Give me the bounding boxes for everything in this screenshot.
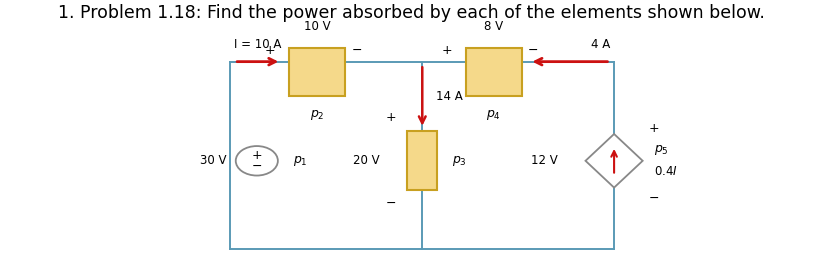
FancyBboxPatch shape: [289, 48, 345, 96]
Text: −: −: [252, 160, 262, 173]
FancyBboxPatch shape: [465, 48, 522, 96]
Text: $p_3$: $p_3$: [452, 154, 467, 168]
Text: +: +: [441, 44, 452, 57]
Text: 8 V: 8 V: [484, 20, 503, 33]
Polygon shape: [585, 134, 643, 188]
Text: 12 V: 12 V: [531, 154, 557, 167]
Text: 0.4$I$: 0.4$I$: [654, 165, 678, 178]
Text: 10 V: 10 V: [303, 20, 330, 33]
Text: +: +: [386, 111, 396, 124]
Text: −: −: [386, 197, 396, 210]
Text: $p_1$: $p_1$: [293, 154, 307, 168]
Text: 1. Problem 1.18: Find the power absorbed by each of the elements shown below.: 1. Problem 1.18: Find the power absorbed…: [58, 4, 764, 22]
Text: 14 A: 14 A: [436, 90, 463, 103]
FancyBboxPatch shape: [407, 131, 437, 190]
Text: I = 10 A: I = 10 A: [234, 38, 282, 51]
Text: $p_5$: $p_5$: [654, 143, 669, 157]
Text: 20 V: 20 V: [353, 154, 379, 167]
Text: +: +: [265, 44, 275, 57]
Text: −: −: [528, 44, 538, 57]
Text: −: −: [351, 44, 362, 57]
Text: +: +: [252, 150, 262, 162]
Text: $p_2$: $p_2$: [310, 108, 324, 122]
Text: 4 A: 4 A: [591, 38, 610, 51]
Text: −: −: [649, 192, 659, 205]
Text: +: +: [649, 122, 659, 135]
Text: $p_4$: $p_4$: [487, 108, 501, 122]
Text: 30 V: 30 V: [201, 154, 227, 167]
Ellipse shape: [236, 146, 278, 176]
